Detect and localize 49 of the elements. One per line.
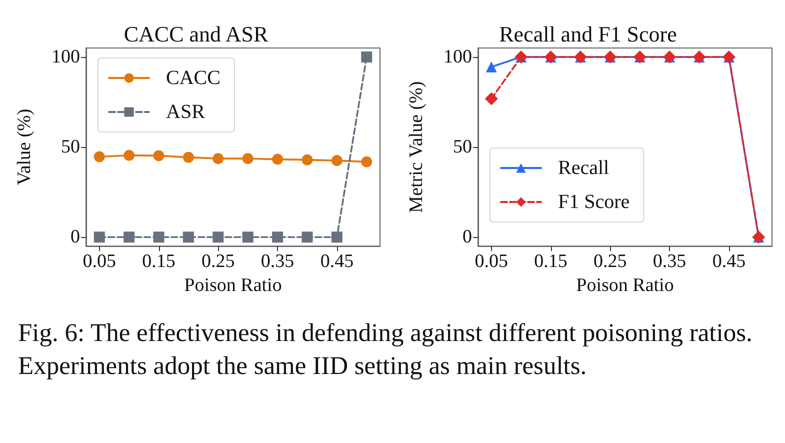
point (124, 150, 135, 161)
y-tick-label: 0 (462, 226, 472, 248)
chart-title: Recall and F1 Score (499, 22, 677, 46)
legend-label: ASR (166, 101, 206, 123)
point (153, 232, 164, 243)
x-tick-label: 0.15 (534, 251, 568, 272)
x-tick-label: 0.05 (82, 251, 116, 272)
point (182, 152, 194, 163)
x-tick-label: 0.25 (594, 251, 627, 272)
legend-label: CACC (166, 67, 220, 89)
x-tick-label: 0.15 (142, 251, 176, 272)
x-tick-label: 0.45 (320, 251, 354, 272)
y-tick-label: 50 (453, 136, 472, 158)
point (486, 61, 497, 72)
point (361, 52, 372, 63)
x-tick-label: 0.35 (652, 251, 686, 272)
y-tick-label: 100 (444, 46, 472, 68)
point (153, 150, 164, 162)
x-tick-label: 0.25 (202, 251, 235, 272)
point (302, 232, 313, 243)
point (331, 232, 342, 243)
point (182, 232, 194, 243)
point (212, 153, 224, 164)
point (361, 156, 372, 168)
x-tick-label: 0.35 (260, 251, 294, 272)
point (242, 232, 254, 243)
point (124, 232, 135, 243)
y-axis-title: Value (%) (14, 108, 35, 186)
y-tick-label: 0 (70, 226, 80, 248)
point (212, 232, 224, 243)
y-tick-label: 50 (61, 136, 80, 158)
legend-label: Recall (558, 157, 610, 179)
point (484, 92, 498, 106)
legend-label: F1 Score (558, 191, 630, 213)
point (242, 153, 254, 164)
x-axis-title: Poison Ratio (184, 275, 282, 296)
point (94, 232, 105, 243)
point (272, 232, 284, 243)
point (272, 154, 284, 165)
point (94, 151, 105, 162)
x-tick-label: 0.05 (474, 251, 508, 272)
y-axis-title: Metric Value (%) (406, 81, 427, 213)
point (302, 154, 313, 166)
caption: Fig. 6: The effectiveness in defending against different poisoning ratios. Experiments adopt the same IID setting as main results. (18, 317, 754, 382)
x-tick-label: 0.45 (712, 251, 746, 272)
y-tick-label: 100 (52, 46, 80, 68)
point (331, 155, 342, 166)
x-axis-title: Poison Ratio (576, 275, 674, 296)
chart-title: CACC and ASR (124, 22, 268, 46)
